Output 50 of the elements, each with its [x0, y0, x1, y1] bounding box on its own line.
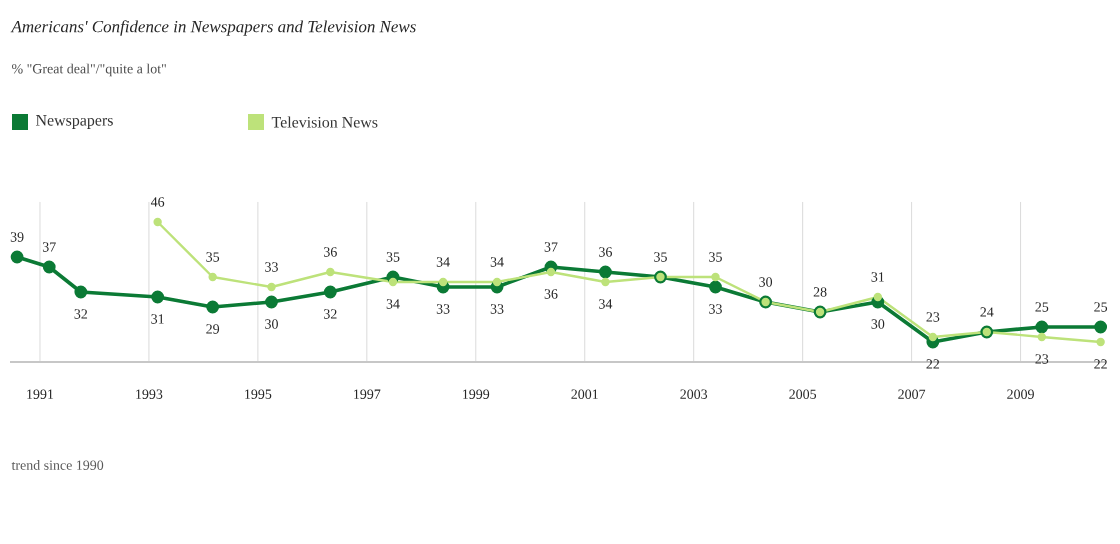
x-tick-label: 2003 — [680, 389, 708, 399]
data-label: 30 — [265, 319, 278, 329]
data-label: 33 — [490, 304, 504, 314]
data-label: 34 — [490, 257, 504, 267]
x-tick-label: 2007 — [898, 389, 926, 399]
data-label: 25 — [1094, 302, 1108, 312]
data-label: 29 — [206, 324, 220, 334]
data-label: 22 — [926, 359, 940, 369]
x-tick-label: 1999 — [463, 389, 490, 399]
x-tick-label: 1997 — [354, 389, 381, 399]
data-label: 34 — [436, 257, 450, 267]
data-label: 46 — [150, 197, 165, 207]
data-label: 31 — [151, 314, 164, 324]
legend-label: Television News — [271, 116, 378, 128]
x-tick-label: 2005 — [789, 389, 817, 399]
data-label: 30 — [871, 319, 885, 329]
data-label: 32 — [324, 309, 337, 319]
data-label: 30 — [759, 277, 773, 287]
data-label: 33 — [436, 304, 450, 314]
data-label: 24 — [980, 307, 994, 317]
x-tick-label: 2009 — [1007, 389, 1034, 399]
data-label: 34 — [386, 299, 400, 309]
chart-subtitle: % "Great deal"/"quite a lot" — [12, 63, 166, 77]
data-label: 33 — [265, 262, 278, 272]
data-label: 23 — [1035, 354, 1049, 364]
data-label: 36 — [544, 289, 558, 299]
chart-title: Americans' Confidence in Newspapers and Television News — [10, 20, 416, 36]
data-label: 32 — [74, 309, 88, 319]
text: trend since 1990 — [11, 460, 104, 470]
data-label: 39 — [10, 232, 24, 242]
data-label: 36 — [324, 247, 337, 257]
data-label: 22 — [1094, 359, 1107, 369]
x-tick-label: 1993 — [136, 389, 163, 399]
data-label: 35 — [709, 252, 722, 262]
data-label: 36 — [599, 247, 613, 257]
data-label: 33 — [709, 304, 722, 314]
data-label: 28 — [813, 287, 827, 297]
x-tick-label: 1991 — [27, 389, 54, 399]
data-label: 25 — [1035, 302, 1049, 312]
x-tick-label: 1995 — [245, 389, 272, 399]
data-label: 34 — [599, 299, 613, 309]
data-label: 35 — [386, 252, 400, 262]
data-label: 35 — [206, 252, 220, 262]
data-label: 23 — [926, 312, 940, 322]
x-tick-label: 2001 — [571, 389, 598, 399]
data-label: 37 — [544, 242, 558, 252]
data-label: 35 — [654, 252, 667, 262]
data-label: 31 — [871, 272, 884, 282]
legend-label: Newspapers — [35, 115, 113, 129]
data-label: 37 — [42, 242, 56, 252]
